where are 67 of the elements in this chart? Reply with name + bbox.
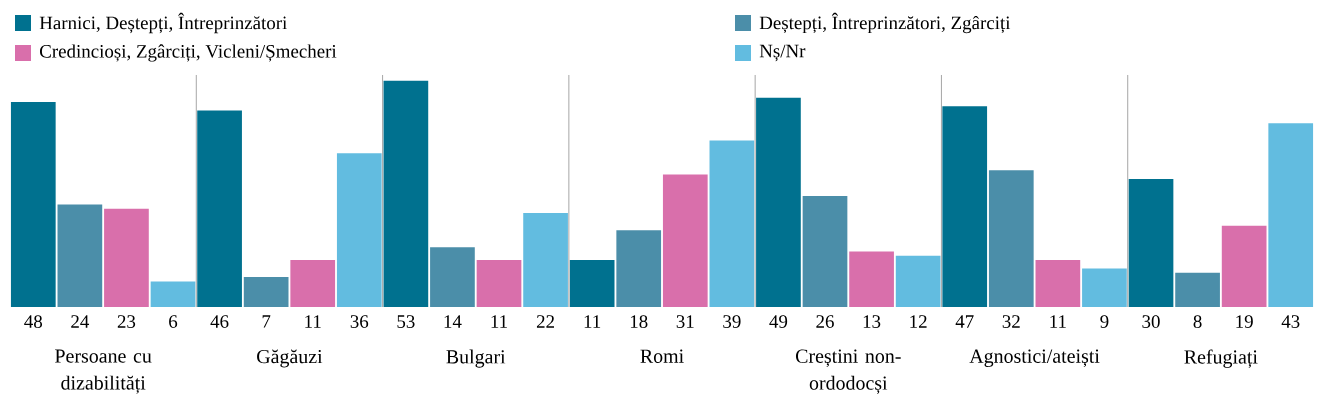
bar [57,204,103,307]
data-label: 22 [536,315,554,328]
bar [150,281,196,307]
legend-label: Harnici, Deștepți, Întreprinzători [39,12,287,34]
data-label: 46 [210,315,229,328]
bar [523,213,568,307]
bar [662,174,708,307]
bar [942,106,988,307]
data-label: 6 [169,315,178,328]
bar [430,247,475,307]
bar [10,102,56,307]
bar [849,251,894,307]
data-label: 24 [71,315,90,328]
legend-label: Deștepți, Întreprinzători, Zgârciți [759,12,1011,34]
bar [1128,178,1174,307]
data-label: 49 [769,315,788,328]
bar [476,260,522,307]
bar [569,260,615,307]
data-label: 19 [1236,315,1253,328]
data-label: 30 [1142,315,1160,328]
data-label: 31 [676,315,694,328]
bar [756,97,801,307]
bar [895,255,941,307]
data-label: 7 [262,315,271,328]
data-label: 18 [630,315,648,328]
data-label: 47 [955,315,974,328]
data-label: 11 [305,315,321,328]
bar [197,110,242,307]
data-label: 11 [584,315,601,328]
x-tick-label: Persoane cu dizabilități [55,349,152,394]
x-tick-label: Găgăuzi [257,349,323,368]
data-label: 23 [117,315,136,328]
bar [243,277,289,307]
data-label: 36 [350,315,369,328]
data-label: 13 [863,315,881,328]
bar [1268,123,1314,307]
x-tick-label: Creștini non-ordodocși [795,349,901,394]
x-tick-label: Agnostici/ateiști [969,349,1100,367]
legend-label: Credincioși, Zgârciți, Vicleni/Șmecheri [39,44,337,62]
data-label: 32 [1002,315,1020,328]
data-label: 39 [723,315,741,328]
bar [336,153,382,307]
data-label: 11 [491,315,507,328]
data-label: 11 [1050,315,1066,328]
bar [104,208,149,307]
bar [616,230,662,307]
x-tick-label: Romi [640,349,684,363]
data-label: 48 [24,315,43,328]
data-label: 9 [1100,315,1109,328]
data-label: 43 [1281,315,1300,328]
bar [290,260,336,307]
bar [1082,268,1127,307]
data-label: 8 [1193,315,1202,328]
bar [1035,260,1081,307]
bar [709,140,755,307]
bar [1221,225,1267,307]
bar [1175,272,1220,307]
bar [988,170,1034,307]
data-label: 12 [910,315,927,328]
x-tick-label: Refugiați [1184,349,1258,368]
data-label: 14 [444,315,462,328]
bar [383,80,429,307]
bar [802,195,848,307]
data-label: 26 [816,315,834,328]
legend-label: Nș/Nr [759,44,806,62]
x-tick-label: Bulgari [446,349,506,368]
data-label: 53 [397,315,415,328]
